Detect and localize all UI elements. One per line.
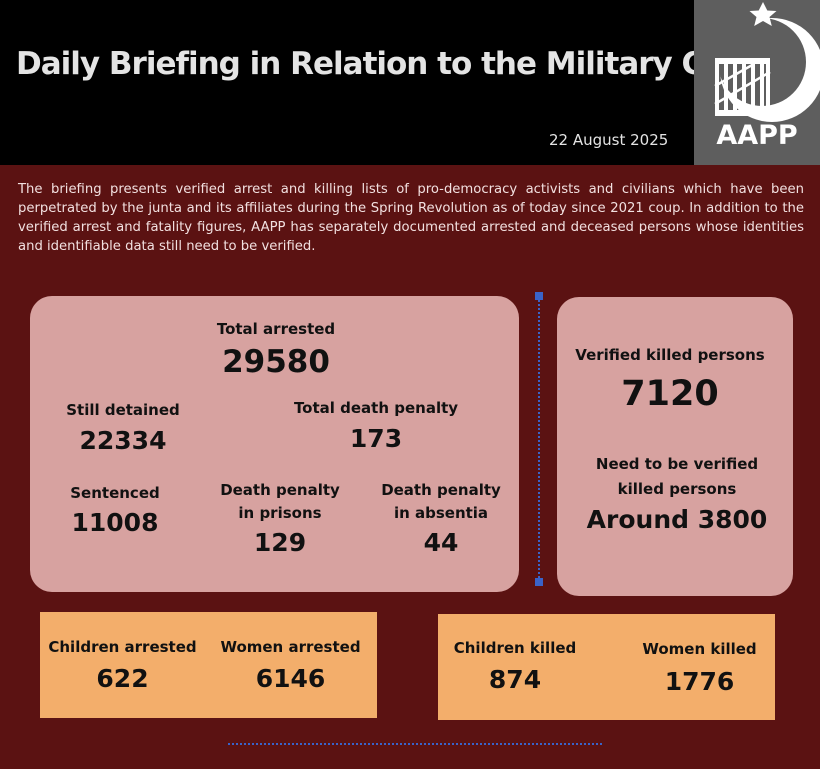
crescent-star-prison-bars-icon — [714, 2, 820, 122]
children-killed-value: 874 — [488, 665, 542, 694]
still-detained-label: Still detained — [66, 401, 180, 419]
sentenced-value: 11008 — [71, 508, 159, 537]
still-detained-value: 22334 — [79, 426, 167, 455]
women-arrested-label: Women arrested — [220, 638, 361, 656]
header: Daily Briefing in Relation to the Milita… — [0, 0, 820, 165]
intro-paragraph: The briefing presents verified arrest an… — [18, 182, 804, 254]
children-arrested-value: 622 — [96, 664, 149, 693]
vertical-divider — [538, 296, 540, 582]
divider-dot-bottom — [535, 578, 543, 586]
women-arrested-value: 6146 — [255, 664, 326, 693]
verified-killed-label: Verified killed persons — [575, 346, 765, 364]
bottom-divider — [228, 743, 602, 745]
death-penalty-absentia-label: Death penalty in absentia — [381, 481, 501, 522]
death-penalty-absentia-value: 44 — [423, 528, 459, 557]
killed-demographics-box — [438, 614, 775, 720]
verified-killed-value: 7120 — [621, 374, 719, 414]
total-arrested-label: Total arrested — [216, 320, 336, 338]
killed-panel — [557, 297, 793, 596]
children-arrested-label: Children arrested — [48, 638, 197, 656]
death-penalty-prisons-value: 129 — [253, 528, 307, 557]
arrests-panel — [30, 296, 519, 592]
women-killed-value: 1776 — [664, 667, 735, 696]
arrests-demographics-box — [40, 612, 377, 718]
aapp-logo: AAPP — [694, 0, 820, 165]
total-death-penalty-value: 173 — [349, 424, 403, 453]
children-killed-label: Children killed — [453, 639, 577, 657]
total-arrested-value: 29580 — [222, 344, 330, 380]
death-penalty-prisons-label: Death penalty in prisons — [220, 481, 340, 522]
sentenced-label: Sentenced — [70, 484, 160, 502]
page-title: Daily Briefing in Relation to the Milita… — [16, 46, 767, 82]
total-death-penalty-label: Total death penalty — [293, 399, 459, 417]
unverified-killed-value: Around 3800 — [586, 505, 768, 534]
logo-text: AAPP — [716, 120, 798, 151]
briefing-date: 22 August 2025 — [549, 131, 669, 149]
women-killed-label: Women killed — [642, 640, 757, 658]
unverified-killed-label: Need to be verified killed persons — [595, 455, 759, 498]
divider-dot-top — [535, 292, 543, 300]
